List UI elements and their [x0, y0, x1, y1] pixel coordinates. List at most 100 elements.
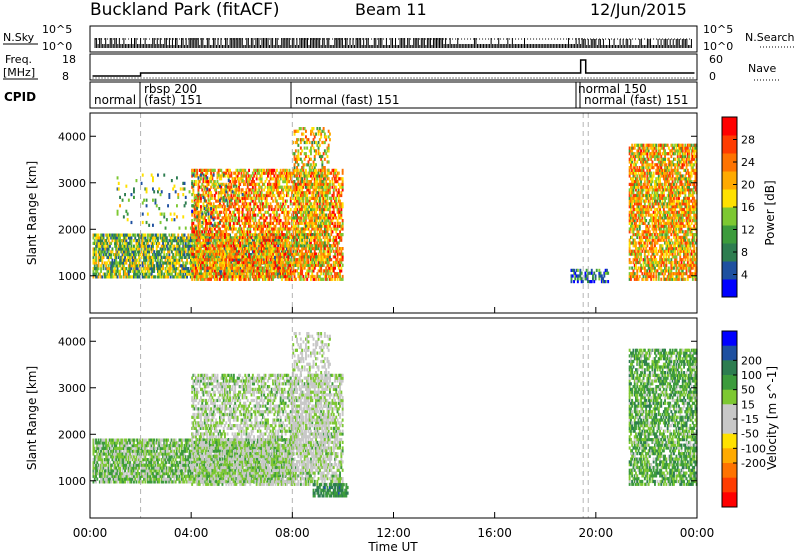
- power-heat-cell: [182, 261, 185, 265]
- power-heat-cell: [167, 250, 169, 254]
- power-heat-cell: [148, 239, 151, 243]
- power-heat-cell: [278, 233, 281, 237]
- power-heat-cell: [111, 236, 114, 240]
- power-heat-cell: [234, 253, 237, 257]
- power-heat-cell: [144, 267, 147, 271]
- power-heat-cell: [197, 196, 200, 200]
- power-heat-cell: [220, 182, 223, 186]
- power-heat-cell: [275, 238, 278, 242]
- power-heat-cell: [157, 275, 159, 279]
- power-heat-cell: [193, 216, 196, 220]
- power-heat-cell: [127, 236, 130, 240]
- power-heat-cell: [273, 266, 276, 270]
- power-heat-cell: [255, 236, 258, 240]
- power-heat-cell: [236, 250, 239, 254]
- power-heat-cell: [244, 235, 247, 239]
- power-heat-cell: [198, 236, 201, 240]
- power-heat-cell: [193, 266, 196, 270]
- power-heat-cell: [258, 171, 261, 175]
- power-heat-cell: [267, 210, 269, 214]
- power-heat-cell: [240, 205, 243, 209]
- power-heat-cell: [192, 168, 195, 172]
- power-heat-cell: [203, 210, 206, 214]
- power-heat-cell: [122, 264, 125, 268]
- power-heat-cell: [212, 205, 215, 209]
- power-heat-cell: [145, 244, 148, 248]
- power-heat-cell: [114, 233, 116, 237]
- power-heat-cell: [121, 241, 124, 245]
- power-heat-cell: [268, 244, 271, 248]
- power-heat-cell: [219, 272, 221, 276]
- power-heat-cell: [192, 272, 195, 276]
- power-heat-cell: [145, 255, 148, 259]
- power-heat-cell: [265, 205, 268, 209]
- power-heat-cell: [217, 168, 220, 172]
- power-heat-cell: [177, 247, 180, 251]
- power-heat-cell: [198, 230, 201, 234]
- power-heat-cell: [232, 224, 235, 228]
- power-heat-cell: [107, 275, 110, 279]
- power-heat-cell: [221, 182, 224, 186]
- power-heat-cell: [124, 258, 126, 262]
- power-heat-cell: [212, 250, 215, 254]
- power-heat-cell: [248, 252, 250, 256]
- power-heat-cell: [172, 253, 175, 257]
- power-heat-cell: [192, 233, 195, 237]
- power-heat-cell: [213, 252, 216, 256]
- power-heat-cell: [210, 185, 212, 189]
- power-heat-cell: [265, 235, 268, 239]
- power-heat-cell: [251, 224, 254, 228]
- power-heat-cell: [207, 258, 210, 262]
- power-heat-cell: [121, 247, 124, 251]
- power-heat-cell: [157, 239, 159, 243]
- power-heat-cell: [154, 239, 157, 243]
- power-heat-cell: [279, 269, 282, 273]
- power-heat-cell: [307, 274, 310, 279]
- power-heat-cell: [119, 239, 121, 243]
- power-heat-cell: [318, 213, 321, 217]
- power-heat-cell: [288, 253, 291, 257]
- power-heat-cell: [198, 168, 201, 172]
- power-heat-cell: [275, 252, 278, 256]
- power-heat-cell: [250, 264, 253, 268]
- power-heat-cell: [192, 221, 195, 225]
- power-heat-cell: [210, 227, 212, 231]
- power-heat-cell: [211, 213, 214, 217]
- power-heat-cell: [321, 171, 324, 175]
- power-heat-cell: [115, 258, 118, 262]
- power-heat-cell: [254, 241, 257, 245]
- power-heat-cell: [269, 255, 272, 259]
- power-heat-cell: [92, 258, 95, 262]
- power-heat-cell: [288, 275, 291, 279]
- power-heat-cell: [262, 272, 264, 276]
- power-heat-cell: [288, 236, 291, 240]
- power-heat-cell: [277, 275, 280, 279]
- power-heat-cell: [164, 233, 167, 237]
- power-heat-cell: [229, 269, 231, 273]
- power-heat-cell: [173, 233, 176, 237]
- power-heat-cell: [145, 247, 148, 251]
- power-heat-cell: [146, 261, 149, 265]
- power-heat-cell: [157, 264, 159, 268]
- power-heat-cell: [112, 269, 115, 273]
- power-heat-cell: [111, 247, 114, 251]
- power-heat-cell: [193, 244, 196, 248]
- power-heat-cell: [163, 247, 166, 251]
- power-heat-cell: [196, 202, 199, 206]
- power-heat-cell: [100, 253, 102, 257]
- power-heat-cell: [203, 227, 206, 231]
- power-heat-cell: [201, 182, 204, 186]
- power-heat-cell: [250, 233, 253, 237]
- power-heat-cell: [313, 266, 316, 270]
- power-heat-cell: [129, 267, 132, 271]
- power-heat-cell: [178, 239, 181, 243]
- power-heat-cell: [254, 230, 257, 234]
- power-heat-cell: [225, 250, 228, 254]
- power-heat-cell: [281, 205, 283, 209]
- power-heat-cell: [122, 236, 125, 240]
- power-heat-cell: [152, 264, 154, 268]
- power-heat-cell: [143, 255, 145, 259]
- power-heat-cell: [206, 250, 209, 254]
- power-heat-cell: [149, 258, 152, 262]
- power-heat-cell: [107, 239, 110, 243]
